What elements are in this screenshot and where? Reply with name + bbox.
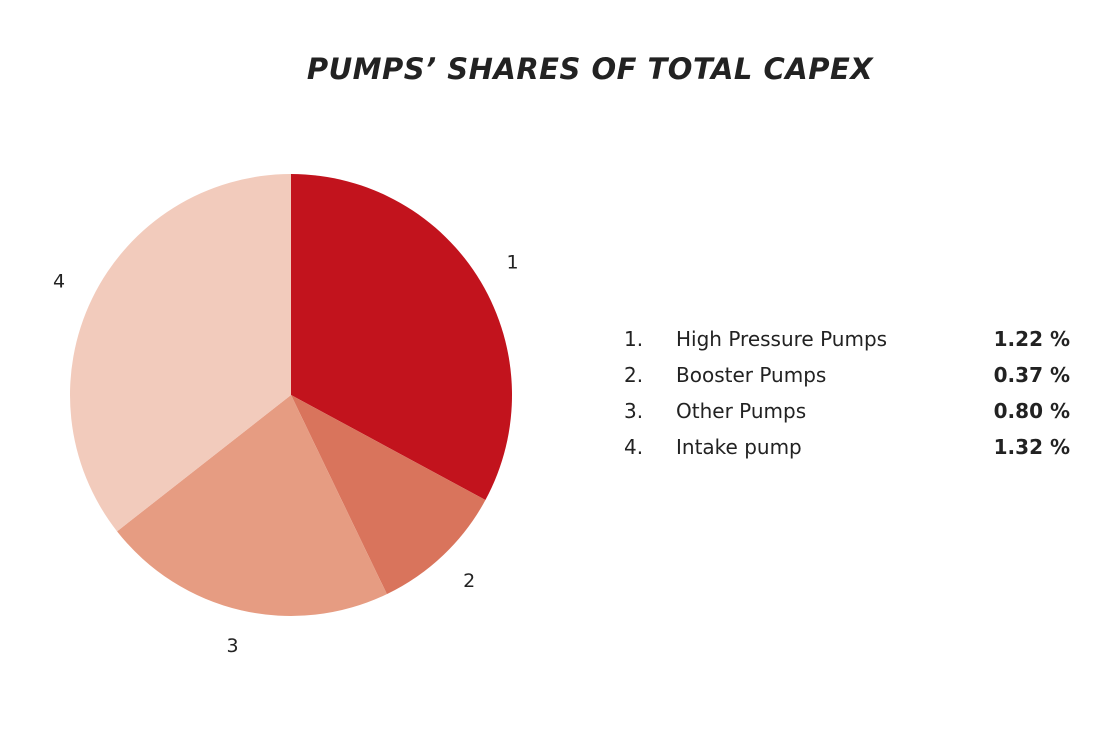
legend-item-name: Intake pump	[676, 435, 802, 459]
legend-item-number: 2.	[624, 363, 644, 387]
pie-slice-2	[291, 395, 486, 595]
pie-slice-4	[70, 174, 291, 532]
pie-slice-label: 2	[463, 570, 475, 592]
pie-slice-1	[291, 174, 512, 501]
pie-slices	[70, 174, 512, 616]
pie-slice-label: 4	[53, 271, 65, 293]
legend-item: 1. High Pressure Pumps 1.22 %	[624, 327, 1074, 363]
legend-item-value: 0.37 %	[993, 363, 1070, 387]
legend-item-number: 1.	[624, 327, 644, 351]
pie-slice-label: 3	[226, 635, 238, 657]
pie-slice-3	[117, 395, 387, 616]
chart-title: PUMPS’ SHARES OF TOTAL CAPEX	[306, 52, 874, 86]
legend-item-number: 3.	[624, 399, 644, 423]
legend: 1. High Pressure Pumps 1.22 % 2. Booster…	[624, 327, 1074, 471]
pie-slice-label: 1	[507, 251, 519, 273]
pie-slice-labels: 1 2 3 4	[53, 251, 519, 656]
legend-item-name: Other Pumps	[676, 399, 807, 423]
legend-item-value: 0.80 %	[993, 399, 1070, 423]
legend-item: 2. Booster Pumps 0.37 %	[624, 363, 1074, 399]
legend-item-name: Booster Pumps	[676, 363, 827, 387]
legend-item: 4. Intake pump 1.32 %	[624, 435, 1074, 471]
legend-item-value: 1.22 %	[993, 327, 1070, 351]
legend-item-value: 1.32 %	[993, 435, 1070, 459]
legend-item-name: High Pressure Pumps	[676, 327, 888, 351]
legend-item-number: 4.	[624, 435, 644, 459]
legend-item: 3. Other Pumps 0.80 %	[624, 399, 1074, 435]
